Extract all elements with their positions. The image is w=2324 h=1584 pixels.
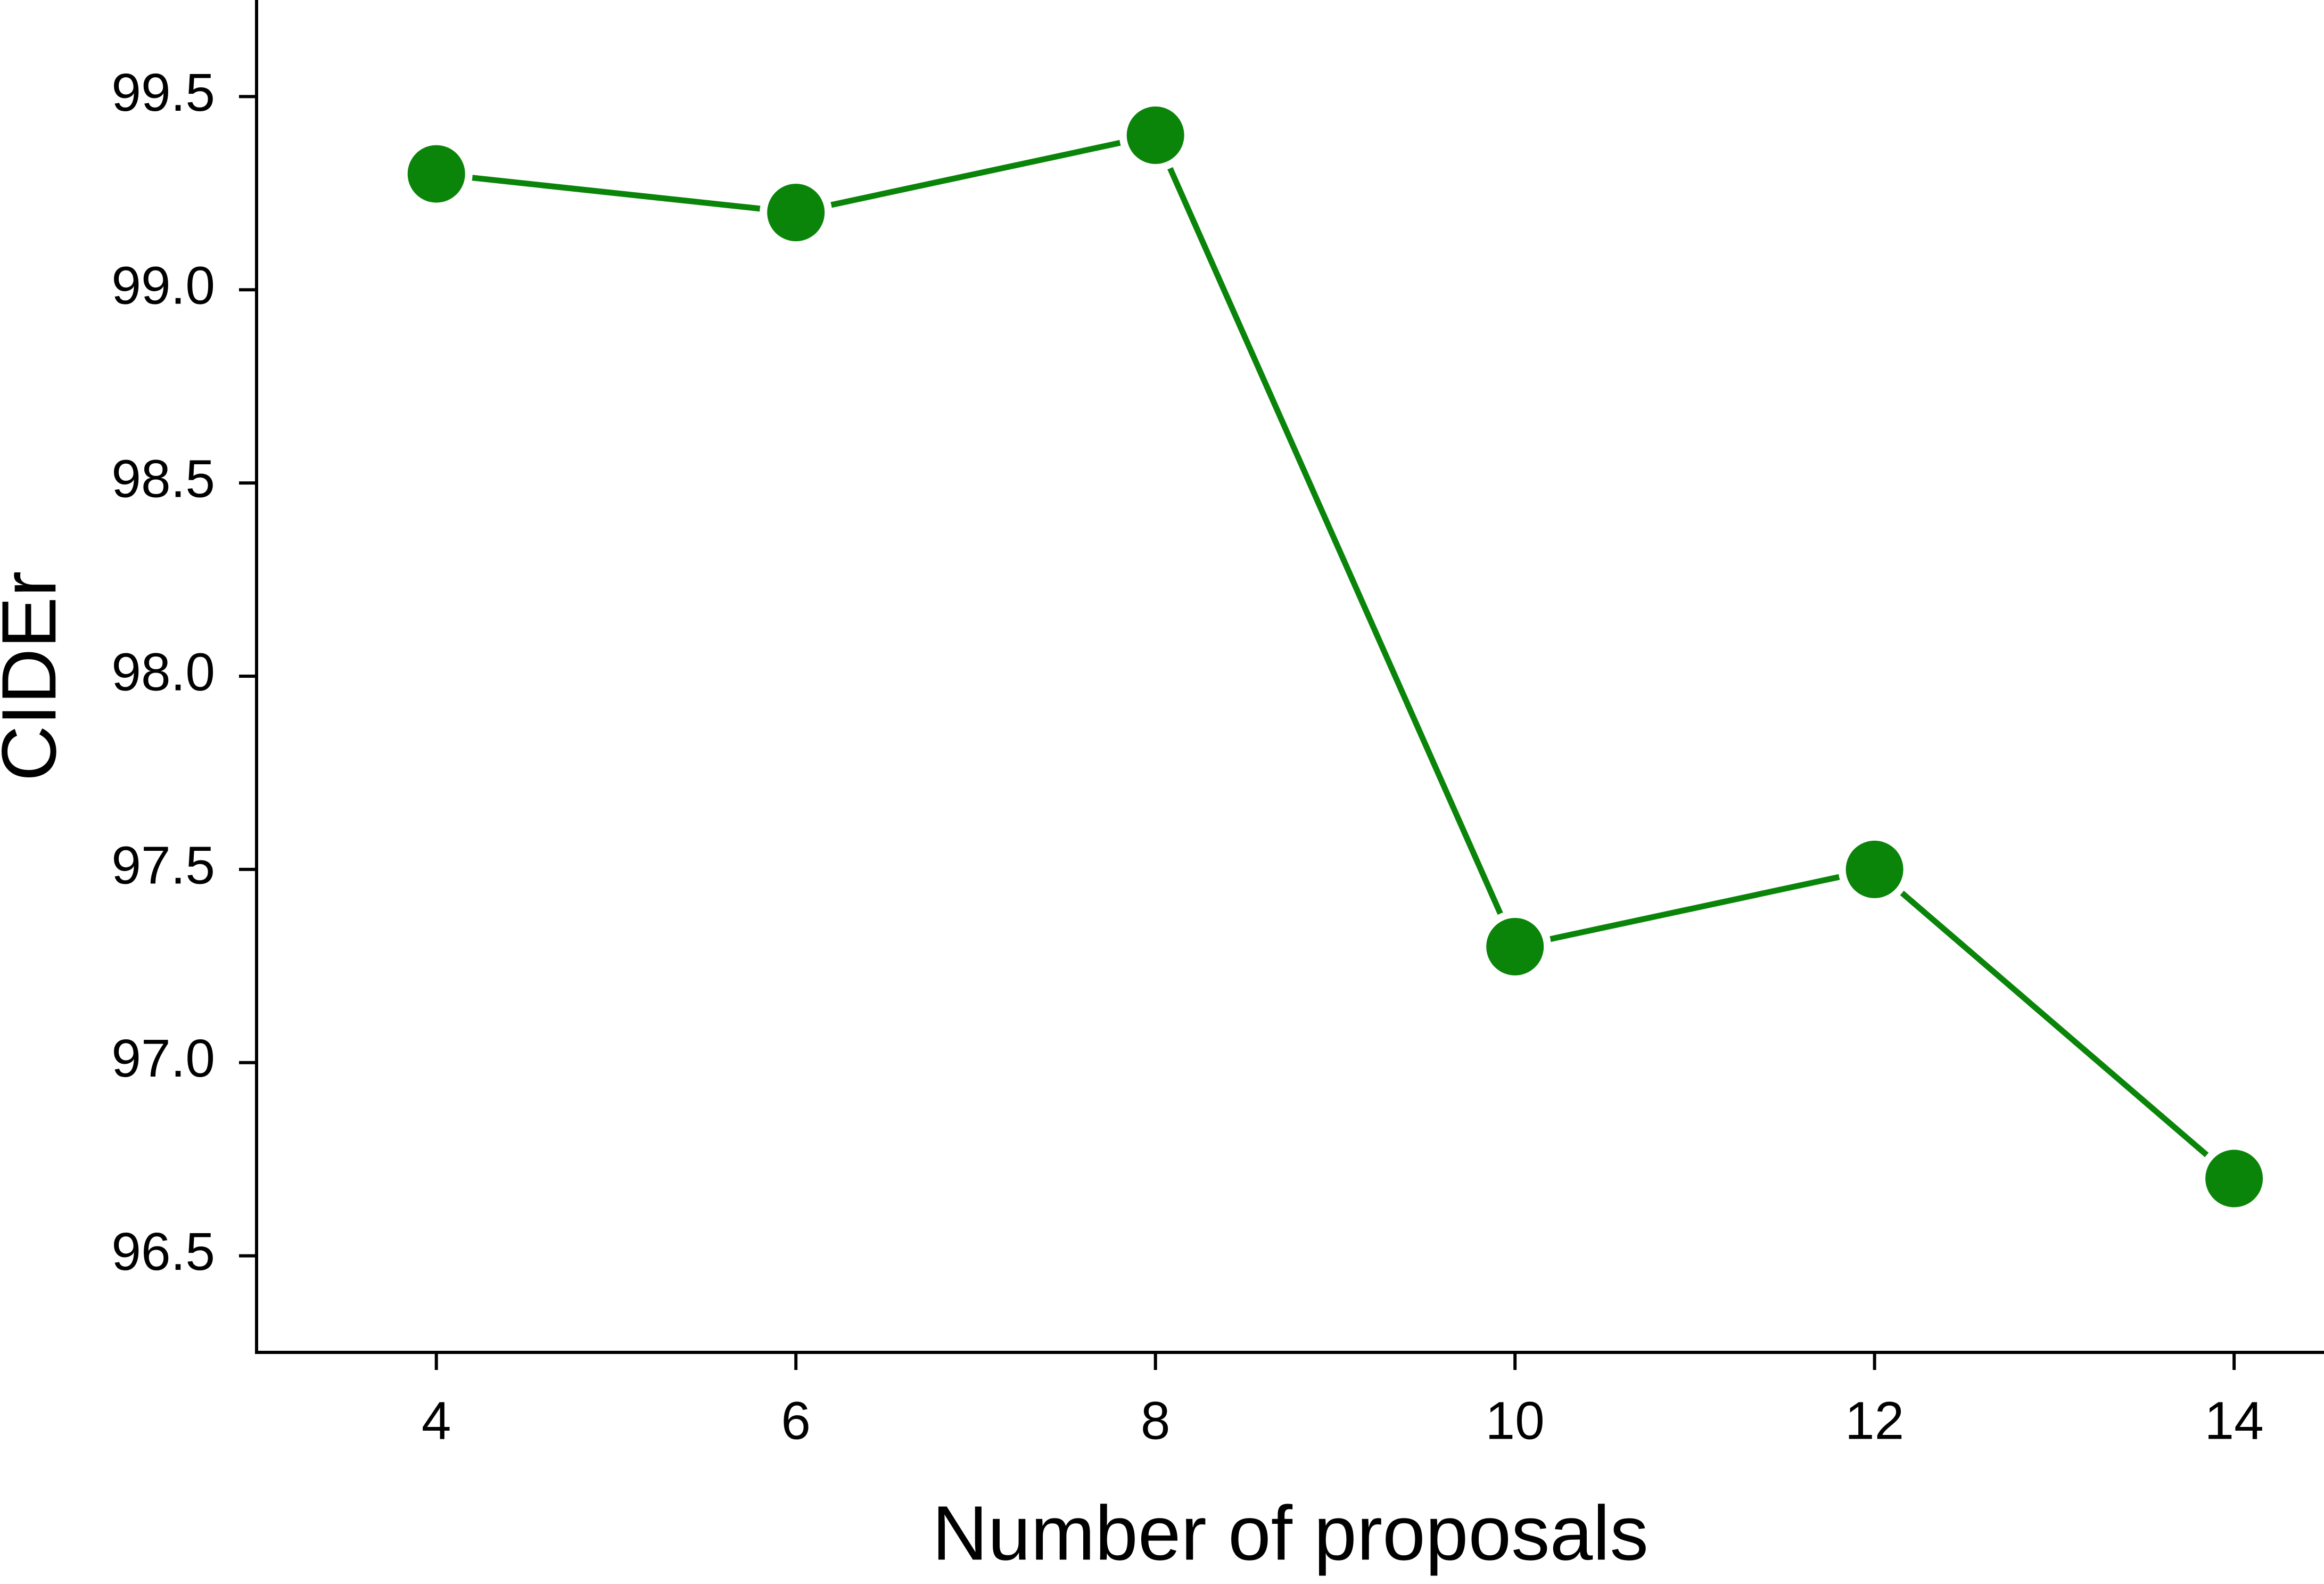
marker [1838, 833, 1911, 906]
x-axis-label: Number of proposals [932, 1490, 1649, 1576]
x-tick-label: 10 [1486, 1391, 1545, 1450]
x-tick-label: 6 [781, 1391, 811, 1450]
x-tick-label: 14 [2205, 1391, 2264, 1450]
marker [400, 137, 473, 210]
marker [2198, 1142, 2271, 1215]
marker [1119, 99, 1192, 171]
y-tick-label: 96.5 [111, 1222, 215, 1282]
y-axis-label: CIDEr [0, 571, 72, 782]
line [436, 132, 2236, 1181]
x-tick-label: 4 [422, 1391, 451, 1450]
x-tick-label: 8 [1141, 1391, 1171, 1450]
y-tick-label: 97.0 [111, 1029, 215, 1088]
y-tick-label: 97.5 [111, 835, 215, 895]
y-tick-label: 99.5 [111, 63, 215, 122]
y-tick-label: 99.0 [111, 256, 215, 316]
y-tick-label: 98.0 [111, 642, 215, 702]
x-tick-label: 12 [1845, 1391, 1904, 1450]
marker [1479, 910, 1552, 983]
marker [760, 176, 833, 249]
y-tick-label: 98.5 [111, 449, 215, 509]
